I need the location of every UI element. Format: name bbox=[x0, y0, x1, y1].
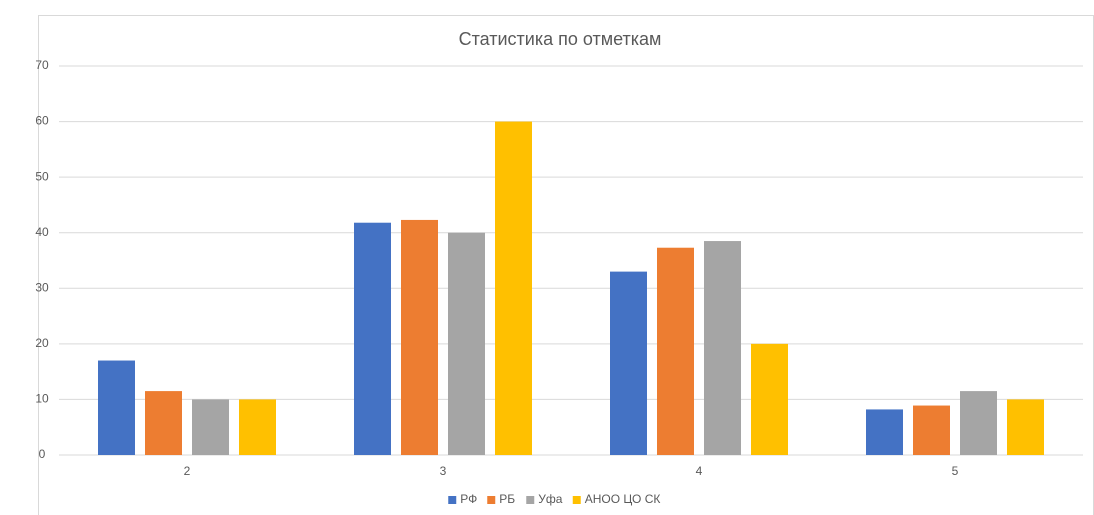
legend-label: РФ bbox=[460, 492, 477, 506]
bar bbox=[239, 399, 276, 455]
bar bbox=[495, 121, 532, 456]
bar bbox=[401, 219, 438, 455]
bar bbox=[98, 360, 135, 455]
legend-swatch bbox=[487, 496, 496, 504]
bar bbox=[145, 391, 182, 455]
x-tick-label: 4 bbox=[696, 464, 703, 478]
y-tick-label: 20 bbox=[35, 336, 49, 350]
bar bbox=[448, 232, 485, 455]
x-tick-label: 5 bbox=[952, 464, 959, 478]
legend-swatch bbox=[572, 496, 581, 504]
legend-label: АНОО ЦО СК bbox=[585, 492, 661, 506]
y-tick-label: 0 bbox=[39, 447, 46, 461]
bar bbox=[913, 405, 950, 455]
bar bbox=[354, 222, 391, 455]
chart-title: Статистика по отметкам bbox=[459, 29, 662, 49]
y-tick-label: 30 bbox=[35, 280, 49, 294]
bar bbox=[960, 391, 997, 455]
legend-label: РБ bbox=[499, 492, 515, 506]
y-tick-label: 10 bbox=[35, 392, 49, 406]
legend-swatch bbox=[448, 496, 457, 504]
y-tick-label: 60 bbox=[35, 114, 49, 128]
y-tick-label: 50 bbox=[35, 169, 49, 183]
legend-label: Уфа bbox=[538, 492, 562, 506]
y-tick-label: 70 bbox=[35, 58, 49, 72]
x-tick-label: 2 bbox=[184, 464, 191, 478]
bar bbox=[192, 399, 229, 455]
bar bbox=[1007, 399, 1044, 455]
bar bbox=[866, 409, 903, 455]
bar bbox=[610, 271, 647, 455]
bar bbox=[657, 247, 694, 455]
legend-swatch bbox=[526, 496, 535, 504]
x-tick-label: 3 bbox=[440, 464, 447, 478]
y-tick-label: 40 bbox=[35, 225, 49, 239]
bar bbox=[704, 241, 741, 455]
bar bbox=[751, 343, 788, 455]
